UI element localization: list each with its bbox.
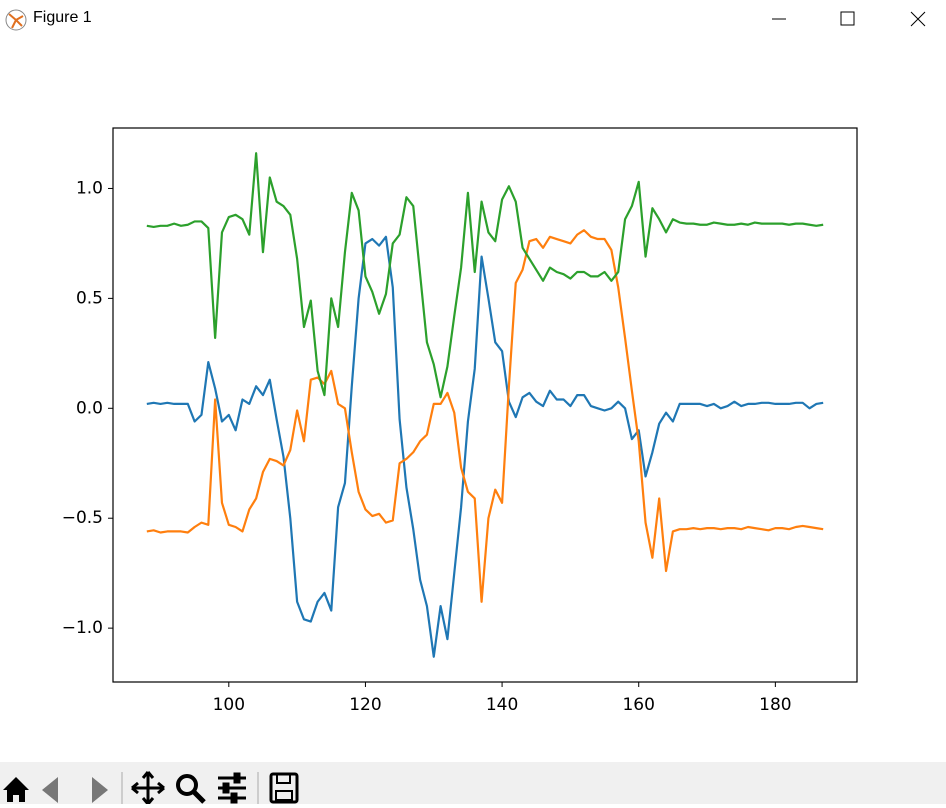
- chart: 100 120 140 160 180 −1.0 −0.5 0.0 0.5 1.0: [62, 127, 858, 715]
- y-tick-label: 0.0: [76, 398, 103, 418]
- y-tick-label: 1.0: [76, 178, 103, 198]
- toolbar: [0, 762, 946, 805]
- back-button[interactable]: [42, 777, 58, 803]
- series-line: [146, 229, 824, 603]
- forward-button[interactable]: [92, 777, 108, 803]
- app-icon: [5, 9, 27, 31]
- x-tick-label: 160: [622, 695, 654, 715]
- y-tick-label: −1.0: [62, 618, 103, 638]
- window-title: Figure 1: [33, 9, 92, 26]
- zoom-button[interactable]: [176, 774, 206, 804]
- maximize[interactable]: [840, 11, 855, 26]
- home-button[interactable]: [3, 777, 29, 802]
- x-tick-label: 120: [349, 695, 381, 715]
- series-line: [146, 152, 824, 399]
- series-line: [146, 235, 824, 658]
- toolbar-icons: [3, 771, 299, 805]
- x-tick-label: 140: [486, 695, 518, 715]
- y-tick-label: −0.5: [62, 508, 103, 528]
- close[interactable]: [910, 11, 926, 27]
- axes-frame: [112, 127, 858, 683]
- save-button[interactable]: [269, 772, 299, 804]
- pan-button[interactable]: [131, 771, 165, 805]
- window-controls: [772, 11, 926, 27]
- x-tick-label: 180: [759, 695, 791, 715]
- x-tick-label: 100: [213, 695, 245, 715]
- configure-button[interactable]: [218, 772, 246, 804]
- y-tick-label: 0.5: [76, 288, 103, 308]
